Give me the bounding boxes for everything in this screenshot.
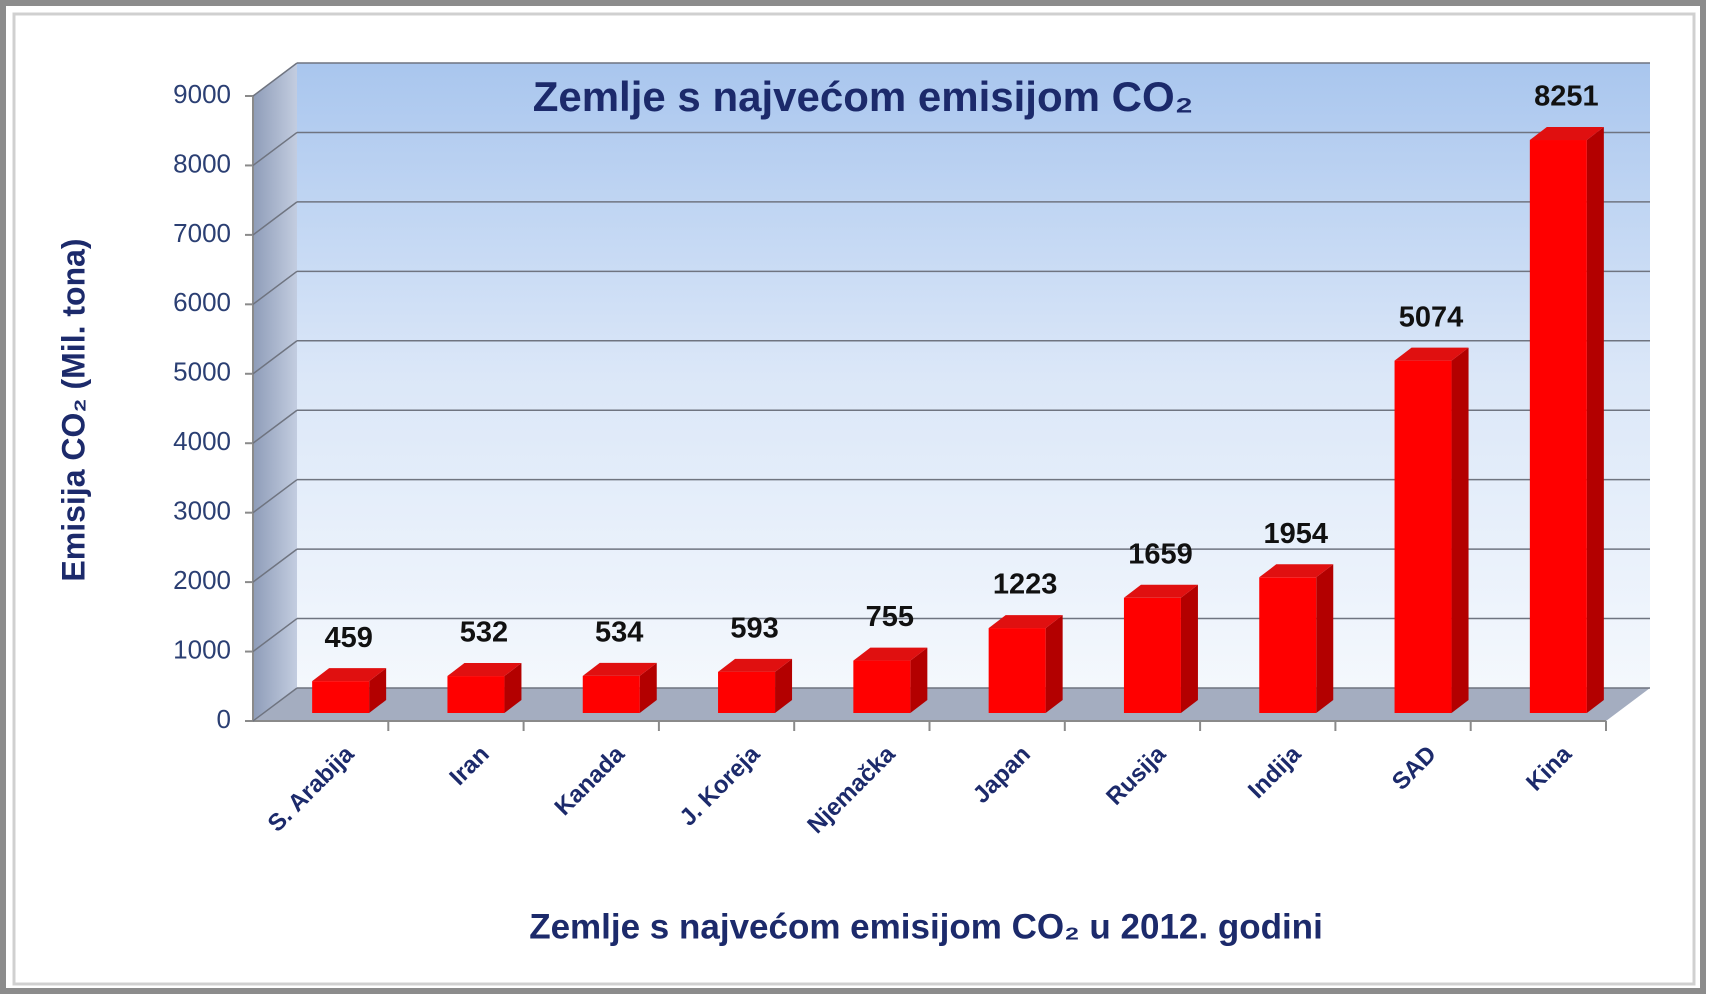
bar-side [775,658,793,713]
bar [1394,347,1469,713]
bar-top [988,615,1063,629]
bar-top [312,668,387,682]
bar [1259,564,1334,713]
grid-line-side [252,131,298,167]
value-label: 5074 [1399,301,1464,333]
value-label: 1954 [1263,518,1328,550]
bar-front [312,681,370,713]
bar-top [1394,347,1469,361]
bar-front [1259,577,1317,713]
grid-line-side [252,62,298,97]
grid-line-side [252,270,298,305]
bar-front [853,660,911,713]
bar [312,668,387,713]
y-tick-label: 9000 [173,79,231,109]
y-axis-label: Emisija CO₂ (Mil. tona) [55,238,91,581]
y-tick-label: 2000 [173,565,231,595]
value-label: 1223 [993,569,1058,601]
value-label: 593 [730,612,778,644]
y-tick-label: 0 [217,704,231,734]
y-tick-label: 3000 [173,496,231,526]
value-label: 1659 [1128,538,1193,570]
grid-line-side [252,687,298,722]
grid-line-side [252,409,298,444]
bar-top [1529,127,1604,141]
bar [447,663,522,713]
grid-line-side [252,201,298,236]
bar-side [1316,564,1334,713]
side-wall [253,63,297,721]
bar-front [1394,360,1452,713]
bar [988,615,1063,713]
y-tick-label: 7000 [173,218,231,248]
bar-side [1586,127,1604,713]
bar [718,658,793,713]
bar [853,647,928,713]
bar-top [582,662,657,676]
back-wall [297,63,1650,688]
bar-side [1451,347,1469,713]
bar-top [853,647,928,661]
bar [1123,584,1198,713]
bar-top [1259,564,1334,578]
grid-line-side [252,340,298,375]
value-label: 8251 [1534,81,1599,113]
bar [582,662,657,713]
bar-side [910,647,928,713]
y-tick-label: 4000 [173,426,231,456]
y-tick-label: 8000 [173,148,231,178]
bar-front [718,671,776,713]
bar-top [718,658,793,672]
bar-front [582,675,640,713]
value-label: 755 [866,601,914,633]
bar-front [447,676,505,713]
bar-top [447,663,522,677]
grid-line-side [252,617,298,653]
grid-line-side [252,548,298,583]
frame-inner [12,12,1696,986]
bar-front [1529,140,1587,713]
grid-line-side [252,479,298,514]
x-axis-label: Zemlje s najvećom emisijom CO₂ u 2012. g… [529,907,1323,946]
bar-side [639,662,657,713]
bar-side [504,663,522,713]
chart-title: Zemlje s najvećom emisijom CO₂ [533,73,1194,120]
bar-top [1123,584,1198,598]
bar-front [988,628,1046,713]
bar [1529,127,1604,713]
bar-side [1180,584,1198,713]
value-label: 534 [595,617,643,649]
y-tick-label: 1000 [173,634,231,664]
bar-front [1123,597,1181,713]
value-label: 459 [324,622,372,654]
bar-side [369,668,387,713]
y-tick-label: 5000 [173,357,231,387]
bar-side [1045,615,1063,713]
value-label: 532 [460,617,508,649]
y-tick-label: 6000 [173,287,231,317]
